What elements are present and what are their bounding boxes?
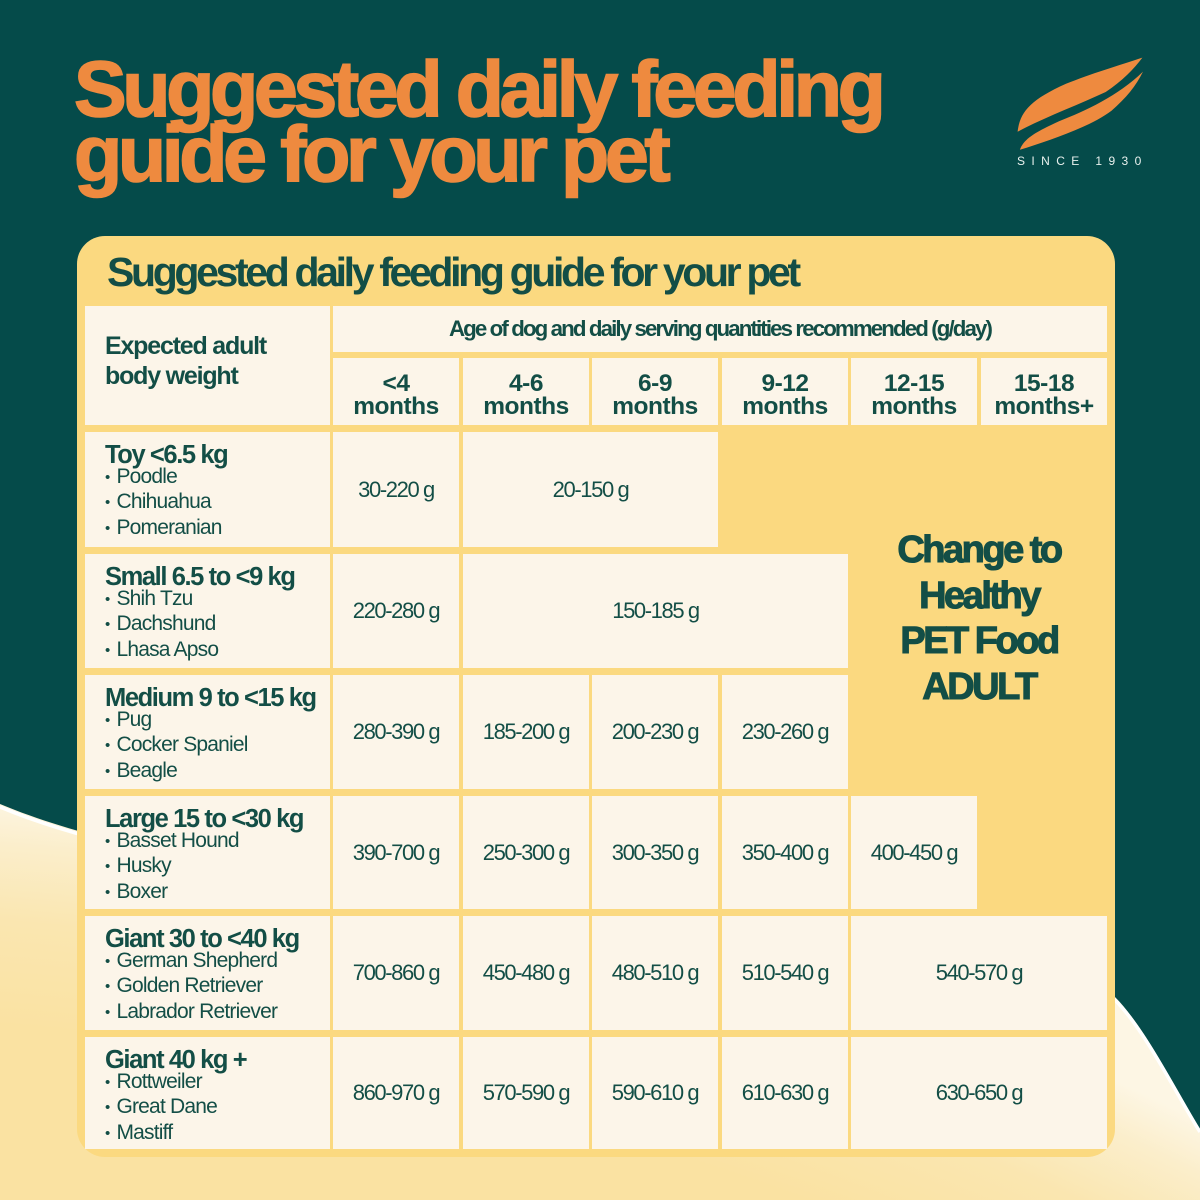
svg-text:SINCE 1930: SINCE 1930 [1017,154,1148,168]
